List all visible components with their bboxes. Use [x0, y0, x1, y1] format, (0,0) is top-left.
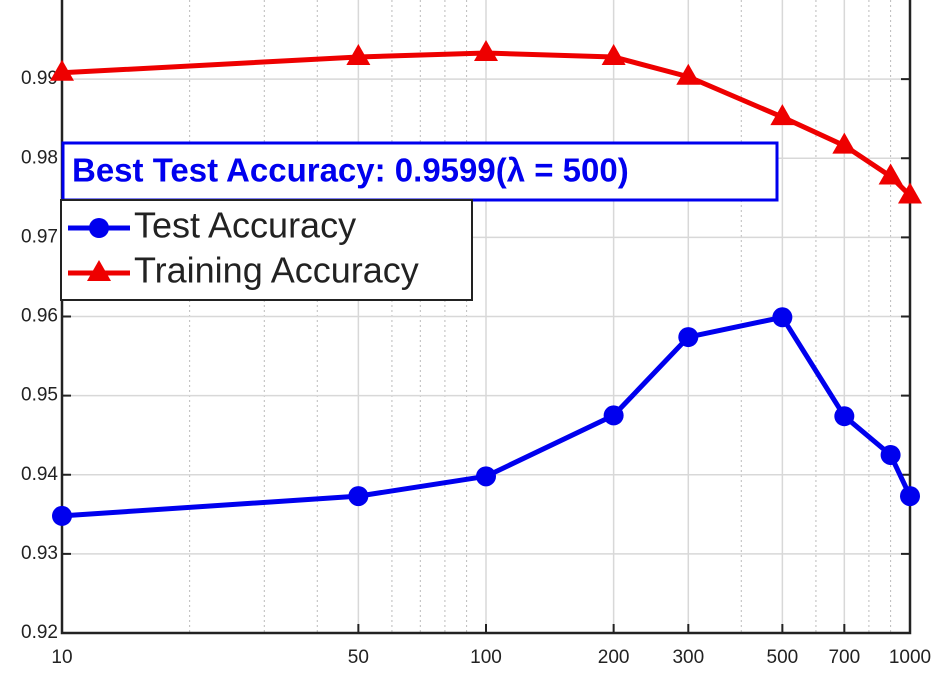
- y-tick-label: 0.99: [21, 68, 58, 89]
- x-tick-label: 500: [767, 647, 799, 668]
- point: [900, 486, 920, 507]
- point: [770, 104, 795, 126]
- x-tick-label: 1000: [889, 647, 931, 668]
- point: [52, 505, 72, 526]
- y-tick-label: 0.95: [21, 385, 58, 406]
- legend-label: Test Accuracy: [134, 205, 356, 246]
- y-tick-label: 0.98: [21, 147, 58, 168]
- x-tick-label: 100: [470, 647, 502, 668]
- point: [772, 307, 793, 328]
- x-tick-label: 50: [348, 647, 369, 668]
- y-tick-label: 0.92: [21, 622, 58, 643]
- legend-marker: [87, 260, 111, 281]
- point: [834, 406, 855, 427]
- point: [474, 40, 498, 62]
- y-tick-label: 0.93: [21, 543, 58, 564]
- legend-marker: [89, 218, 109, 238]
- point: [676, 63, 701, 85]
- legend-box: [60, 199, 473, 301]
- point: [601, 43, 626, 65]
- point: [348, 486, 369, 507]
- x-tick-label: 700: [828, 647, 860, 668]
- point: [603, 405, 624, 426]
- point: [476, 466, 496, 487]
- x-tick-label: 200: [598, 647, 630, 668]
- y-tick-label: 0.94: [21, 464, 58, 485]
- point: [878, 163, 903, 185]
- x-tick-label: 10: [51, 647, 72, 668]
- point: [898, 182, 922, 204]
- point: [346, 43, 371, 65]
- point: [50, 59, 74, 81]
- legend-label: Training Accuracy: [134, 250, 419, 291]
- point: [678, 327, 699, 348]
- y-tick-label: 0.97: [21, 226, 58, 247]
- x-tick-label: 300: [672, 647, 704, 668]
- point: [880, 444, 901, 465]
- annotation-box: [61, 141, 779, 202]
- point: [832, 132, 857, 154]
- y-tick-label: 0.96: [21, 306, 58, 327]
- axis-frame: [60, 0, 912, 635]
- annotation: Best Test Accuracy: 0.9599(λ = 500): [72, 152, 629, 189]
